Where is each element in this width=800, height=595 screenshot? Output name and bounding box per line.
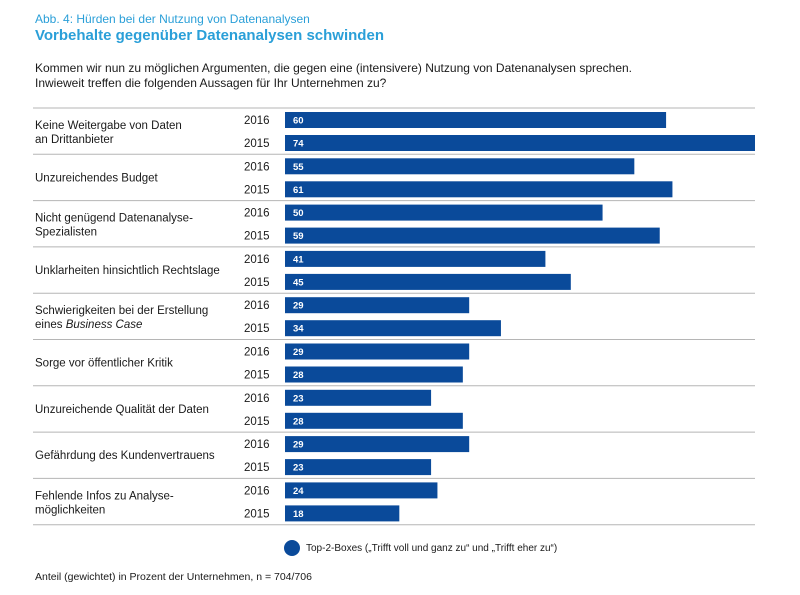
category-label: Spezialisten (35, 227, 97, 239)
data-label: 61 (293, 185, 304, 196)
bar (285, 112, 667, 128)
year-label: 2015 (244, 323, 270, 335)
bar (285, 389, 432, 406)
bar (285, 320, 501, 337)
data-label: 74 (293, 139, 304, 150)
bar (285, 459, 432, 476)
year-label: 2016 (244, 254, 270, 266)
bar (285, 181, 673, 198)
year-label: 2016 (244, 347, 270, 359)
bar (285, 297, 470, 314)
data-label: 41 (293, 254, 304, 265)
chart-title: Vorbehalte gegenüber Datenanalysen schwi… (35, 27, 384, 44)
year-label: 2015 (244, 462, 270, 474)
data-label: 29 (293, 301, 304, 312)
data-label: 55 (293, 162, 304, 173)
bar (285, 135, 755, 151)
year-label: 2015 (244, 231, 270, 243)
category-label: Fehlende Infos zu Analyse- (35, 490, 174, 502)
bar (285, 204, 603, 221)
bar (285, 250, 546, 267)
year-label: 2015 (244, 370, 270, 382)
bar (285, 412, 463, 429)
year-label: 2015 (244, 508, 270, 520)
category-label: möglichkeiten (35, 504, 105, 516)
category-label: Gefährdung des Kundenvertrauens (35, 450, 215, 462)
data-label: 34 (293, 324, 304, 335)
data-label: 23 (293, 463, 304, 474)
year-label: 2016 (244, 300, 270, 312)
year-label: 2016 (244, 208, 270, 220)
year-label: 2015 (244, 138, 270, 150)
category-label: Sorge vor öffentlicher Kritik (35, 358, 173, 370)
legend-marker-icon (284, 540, 300, 556)
year-label: 2015 (244, 416, 270, 428)
data-label: 18 (293, 509, 304, 520)
bar (285, 227, 660, 244)
year-label: 2016 (244, 485, 270, 497)
category-label: eines Business Case (35, 319, 142, 331)
year-label: 2016 (244, 115, 270, 127)
data-label: 28 (293, 370, 304, 381)
data-label: 29 (293, 440, 304, 451)
data-label: 24 (293, 486, 304, 497)
survey-question-line-1: Kommen wir nun zu möglichen Argumenten, … (35, 61, 633, 75)
category-label: Unklarheiten hinsichtlich Rechtslage (35, 265, 220, 277)
bar (285, 343, 470, 360)
survey-question: Kommen wir nun zu möglichen Argumenten, … (35, 61, 755, 91)
data-label: 28 (293, 416, 304, 427)
year-label: 2016 (244, 393, 270, 405)
data-label: 60 (293, 116, 304, 127)
category-label: Unzureichende Qualität der Daten (35, 404, 209, 416)
bar (285, 366, 463, 383)
data-label: 50 (293, 208, 304, 219)
year-label: 2015 (244, 277, 270, 289)
category-label: Keine Weitergabe von Daten (35, 120, 182, 132)
legend-label: Top-2-Boxes („Trifft voll und ganz zu“ u… (306, 542, 558, 554)
year-label: 2016 (244, 161, 270, 173)
year-label: 2016 (244, 439, 270, 451)
bar (285, 436, 470, 453)
figure-label: Abb. 4: Hürden bei der Nutzung von Daten… (35, 12, 310, 26)
category-label: an Drittanbieter (35, 134, 114, 146)
year-label: 2015 (244, 184, 270, 196)
data-label: 59 (293, 231, 304, 242)
bar (285, 158, 635, 175)
footnote: Anteil (gewichtet) in Prozent der Untern… (35, 571, 312, 583)
legend: Top-2-Boxes („Trifft voll und ganz zu“ u… (284, 540, 557, 556)
bar (285, 482, 438, 499)
bar (285, 505, 400, 522)
bar (285, 273, 571, 290)
data-label: 45 (293, 277, 304, 288)
category-label: Nicht genügend Datenanalyse- (35, 213, 193, 225)
data-label: 23 (293, 393, 304, 404)
survey-question-line-2: Inwieweit treffen die folgenden Aussagen… (35, 76, 387, 90)
category-label: Schwierigkeiten bei der Erstellung (35, 305, 208, 317)
category-label: Unzureichendes Budget (35, 172, 159, 184)
data-label: 29 (293, 347, 304, 358)
